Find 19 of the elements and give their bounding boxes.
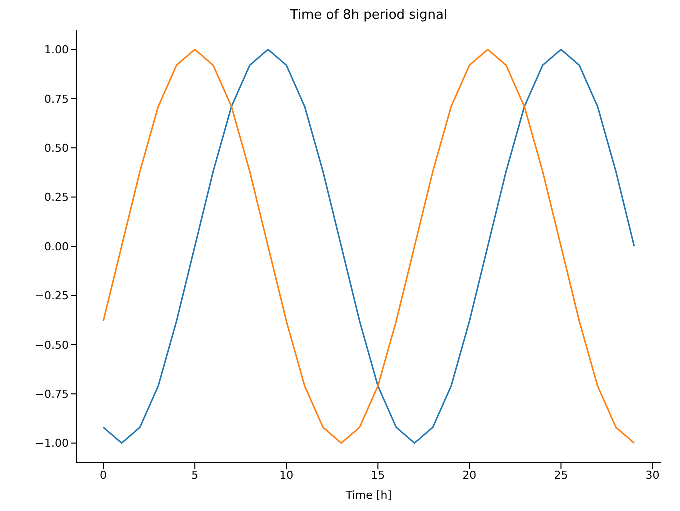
- x-tick-label: 30: [646, 468, 660, 482]
- x-tick-label: 15: [371, 468, 386, 482]
- y-tick-label: −0.25: [35, 290, 69, 303]
- y-tick-label: −0.75: [35, 388, 69, 402]
- x-tick-label: 0: [100, 468, 108, 482]
- y-tick-label: 0.50: [44, 142, 69, 155]
- y-tick-label: 0.00: [44, 240, 69, 254]
- x-tick-label: 5: [192, 468, 199, 482]
- chart-title: Time of 8h period signal: [289, 8, 449, 23]
- x-tick-label: 25: [554, 468, 568, 482]
- x-tick-label: 10: [280, 468, 294, 482]
- x-tick-label: 20: [462, 468, 477, 482]
- line-series: [102, 48, 636, 444]
- y-tick-label: 1.00: [44, 44, 69, 57]
- y-tick-label: −1.00: [35, 437, 69, 450]
- x-axis-title: Time [h]: [345, 489, 392, 502]
- y-tick-label: 0.25: [44, 191, 69, 204]
- y-tick-label: 0.75: [44, 92, 69, 106]
- y-tick-label: −0.50: [35, 338, 69, 352]
